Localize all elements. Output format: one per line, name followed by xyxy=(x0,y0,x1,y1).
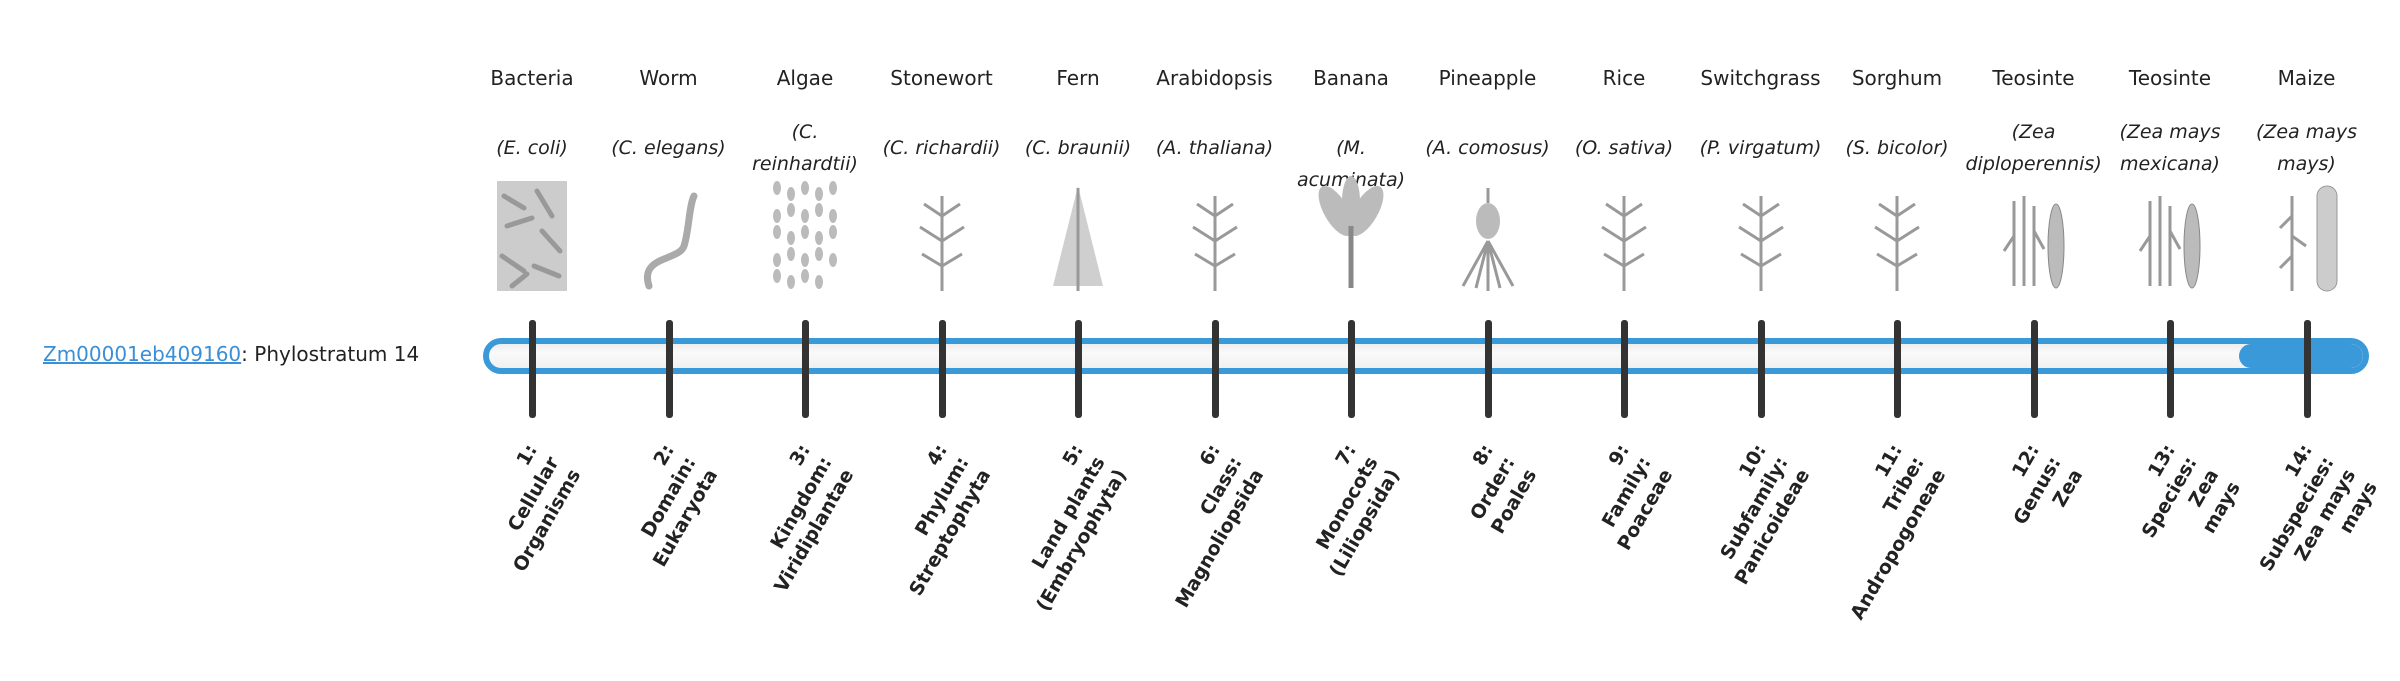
stratum-tick xyxy=(1075,320,1082,418)
fern-icon xyxy=(1053,186,1103,291)
organism-common-name: Bacteria xyxy=(490,66,574,90)
stratum-tick xyxy=(2030,320,2038,418)
arabidopsis-icon xyxy=(1191,196,1238,291)
stratum-tick xyxy=(938,320,946,418)
stratum-tick xyxy=(1894,320,1901,418)
organism-species-name: (Zea mays mexicana) xyxy=(2119,121,2221,175)
maize-icon xyxy=(2278,185,2337,292)
teosinte-icon xyxy=(2138,196,2201,289)
stratum-tick xyxy=(1757,320,1765,418)
phylostratum-fill xyxy=(2239,344,2363,368)
phylostratum-text: : Phylostratum 14 xyxy=(241,342,420,366)
pineapple-icon xyxy=(1461,188,1514,291)
teosinte-icon xyxy=(2002,196,2064,289)
stratum-tick xyxy=(802,320,809,418)
switchgrass-icon xyxy=(1693,176,1829,296)
organism-species-name: (C. elegans) xyxy=(611,137,726,159)
stratum-tick xyxy=(2303,320,2311,418)
organism-common-name: Stonewort xyxy=(890,66,993,90)
organism-common-name: Pineapple xyxy=(1438,66,1537,90)
worm-icon xyxy=(643,192,697,290)
organism-species-name: (A. thaliana) xyxy=(1155,137,1274,159)
stratum-tick xyxy=(665,320,673,418)
gene-id-link[interactable]: Zm00001eb409160 xyxy=(43,342,242,366)
organism-species-name: (P. virgatum) xyxy=(1699,137,1822,159)
teosinte-icon xyxy=(1966,176,2102,296)
organism-common-name: Fern xyxy=(1056,66,1100,90)
organism-species-name: (C. reinhardtii) xyxy=(752,121,858,175)
organism-common-name: Teosinte xyxy=(1992,66,2075,90)
stratum-tick xyxy=(1348,320,1355,418)
stratum-tick xyxy=(1484,320,1492,418)
stratum-tick xyxy=(1211,320,1219,418)
rice-icon xyxy=(1601,196,1647,291)
banana-icon xyxy=(1283,176,1419,296)
organism-species-name: (Zea mays mays) xyxy=(2255,121,2358,175)
stratum-tick xyxy=(529,320,536,418)
gene-label: Zm00001eb409160: Phylostratum 14 xyxy=(43,342,419,366)
fern-icon xyxy=(1010,176,1146,296)
sorghum-icon xyxy=(1874,196,1920,291)
organism-species-name: (E. coli) xyxy=(496,137,568,159)
algae-icon xyxy=(737,176,873,296)
organism-common-name: Algae xyxy=(776,66,834,90)
rice-icon xyxy=(1556,176,1692,296)
bacteria-icon xyxy=(464,176,600,296)
maize-icon xyxy=(2239,176,2375,296)
organism-common-name: Switchgrass xyxy=(1700,66,1821,90)
pineapple-icon xyxy=(1420,176,1556,296)
organism-common-name: Banana xyxy=(1313,66,1389,90)
stonewort-icon xyxy=(874,176,1010,296)
algae-icon xyxy=(773,181,837,289)
organism-common-name: Arabidopsis xyxy=(1156,66,1273,90)
switchgrass-icon xyxy=(1737,196,1784,291)
organism-species-name: (S. bicolor) xyxy=(1845,137,1949,159)
arabidopsis-icon xyxy=(1147,176,1283,296)
organism-species-name: (A. comosus) xyxy=(1425,137,1550,159)
organism-species-name: (O. sativa) xyxy=(1574,137,1674,159)
stratum-tick xyxy=(1621,320,1628,418)
stratum-tick xyxy=(2167,320,2174,418)
banana-icon xyxy=(1318,176,1384,288)
organism-species-name: (C. richardii) xyxy=(882,137,1001,159)
organism-common-name: Worm xyxy=(639,66,698,90)
organism-common-name: Rice xyxy=(1602,66,1646,90)
organism-common-name: Maize xyxy=(2277,66,2336,90)
organism-species-name: (Zea diploperennis) xyxy=(1965,121,2102,175)
worm-icon xyxy=(601,176,737,296)
organism-species-name: (C. braunii) xyxy=(1024,137,1132,159)
stonewort-icon xyxy=(918,196,965,291)
sorghum-icon xyxy=(1829,176,1965,296)
organism-common-name: Teosinte xyxy=(2128,66,2212,90)
teosinte-icon xyxy=(2102,176,2238,296)
phylostratum-track xyxy=(483,338,2369,374)
organism-common-name: Sorghum xyxy=(1851,66,1943,90)
bacteria-icon xyxy=(497,181,567,291)
